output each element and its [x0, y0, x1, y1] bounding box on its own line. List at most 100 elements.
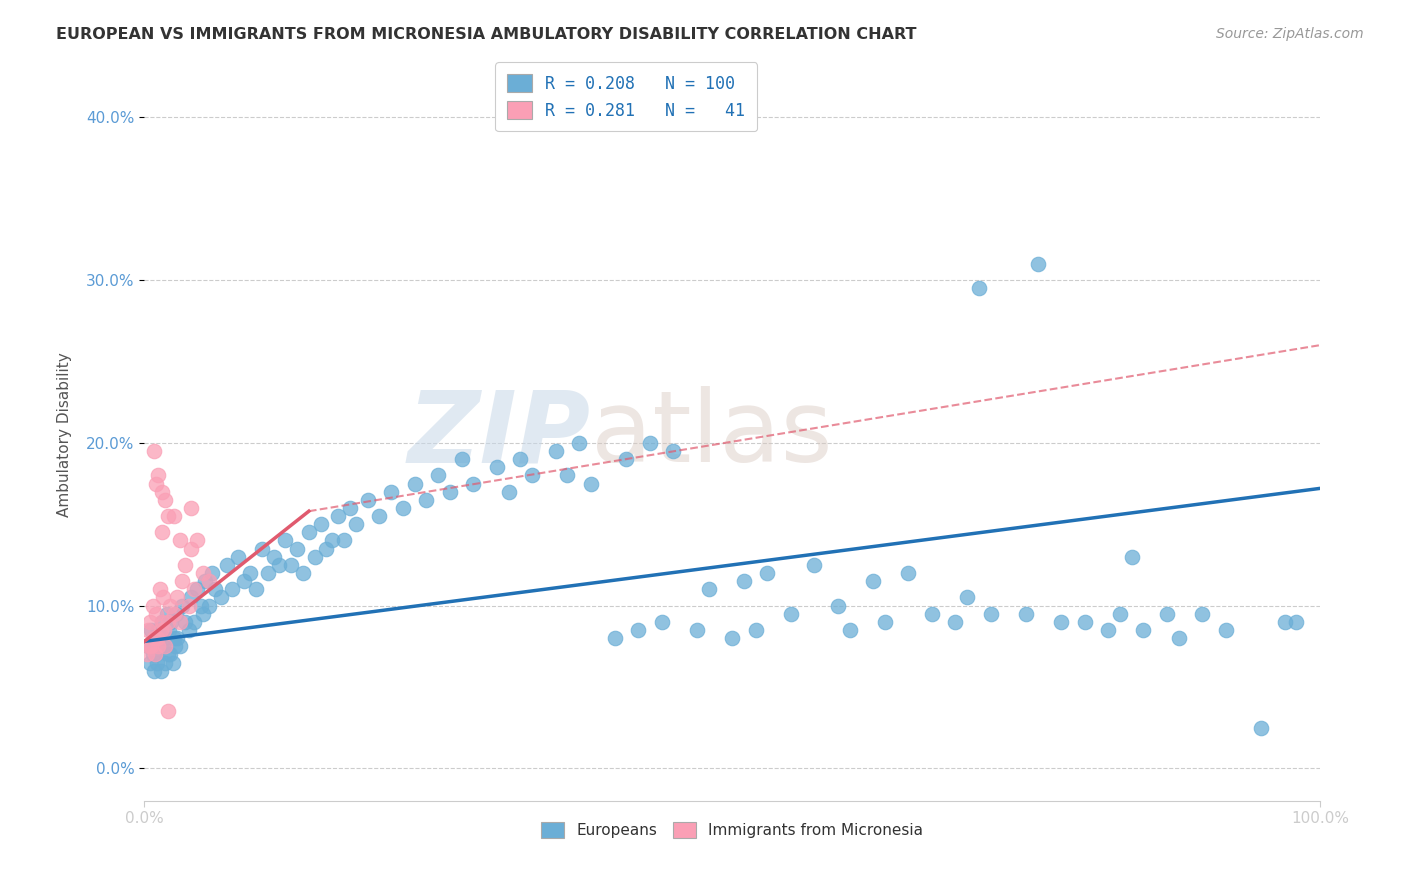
Point: [146, 656, 169, 670]
Point: [163, 631, 186, 645]
Point: [427, 468, 450, 483]
Point: [136, 623, 159, 637]
Point: [148, 468, 170, 483]
Text: ZIP: ZIP: [408, 386, 591, 483]
Point: [1215, 623, 1237, 637]
Point: [498, 484, 520, 499]
Point: [153, 631, 176, 645]
Point: [191, 607, 214, 621]
Point: [280, 558, 302, 572]
Point: [174, 615, 197, 629]
Point: [149, 623, 172, 637]
Point: [162, 656, 184, 670]
Point: [873, 615, 896, 629]
Point: [779, 607, 801, 621]
Point: [256, 566, 278, 580]
Point: [557, 468, 579, 483]
Point: [1121, 549, 1143, 564]
Point: [145, 476, 167, 491]
Point: [155, 640, 177, 654]
Point: [166, 631, 188, 645]
Point: [190, 599, 212, 613]
Point: [838, 623, 860, 637]
Point: [198, 599, 221, 613]
Point: [356, 492, 378, 507]
Point: [980, 607, 1002, 621]
Point: [191, 566, 214, 580]
Point: [239, 566, 262, 580]
Point: [269, 558, 291, 572]
Point: [156, 615, 179, 629]
Point: [156, 509, 179, 524]
Point: [170, 599, 193, 613]
Point: [150, 525, 173, 540]
Point: [141, 599, 163, 613]
Point: [153, 623, 176, 637]
Point: [142, 631, 165, 645]
Point: [156, 648, 179, 662]
Point: [159, 599, 181, 613]
Point: [1026, 257, 1049, 271]
Point: [638, 435, 661, 450]
Point: [186, 533, 208, 548]
Point: [136, 640, 159, 654]
Point: [614, 452, 637, 467]
Point: [148, 582, 170, 597]
Point: [141, 648, 163, 662]
Point: [1132, 623, 1154, 637]
Point: [177, 623, 200, 637]
Point: [686, 623, 709, 637]
Point: [142, 664, 165, 678]
Point: [159, 648, 181, 662]
Point: [177, 599, 200, 613]
Point: [733, 574, 755, 589]
Y-axis label: Ambulatory Disability: Ambulatory Disability: [58, 352, 72, 517]
Point: [827, 599, 849, 613]
Point: [215, 558, 238, 572]
Point: [463, 476, 485, 491]
Point: [263, 549, 285, 564]
Point: [183, 615, 205, 629]
Point: [141, 640, 163, 654]
Point: [1109, 607, 1132, 621]
Point: [945, 615, 967, 629]
Point: [146, 631, 169, 645]
Point: [169, 533, 191, 548]
Point: [150, 615, 173, 629]
Point: [156, 607, 179, 621]
Point: [1274, 615, 1296, 629]
Point: [967, 281, 990, 295]
Point: [201, 566, 224, 580]
Point: [228, 549, 250, 564]
Point: [627, 623, 650, 637]
Point: [921, 607, 943, 621]
Point: [392, 500, 415, 515]
Point: [186, 582, 208, 597]
Point: [152, 640, 174, 654]
Point: [1167, 631, 1189, 645]
Point: [897, 566, 920, 580]
Point: [333, 533, 356, 548]
Point: [145, 607, 167, 621]
Point: [956, 591, 979, 605]
Point: [194, 574, 217, 589]
Point: [862, 574, 884, 589]
Point: [180, 500, 202, 515]
Point: [1050, 615, 1073, 629]
Text: Source: ZipAtlas.com: Source: ZipAtlas.com: [1216, 27, 1364, 41]
Point: [304, 549, 326, 564]
Point: [155, 656, 177, 670]
Point: [138, 640, 160, 654]
Point: [1191, 607, 1213, 621]
Point: [169, 640, 191, 654]
Point: [150, 484, 173, 499]
Point: [163, 509, 186, 524]
Point: [803, 558, 825, 572]
Point: [697, 582, 720, 597]
Point: [522, 468, 544, 483]
Point: [404, 476, 426, 491]
Point: [721, 631, 744, 645]
Point: [169, 615, 191, 629]
Point: [568, 435, 591, 450]
Point: [450, 452, 472, 467]
